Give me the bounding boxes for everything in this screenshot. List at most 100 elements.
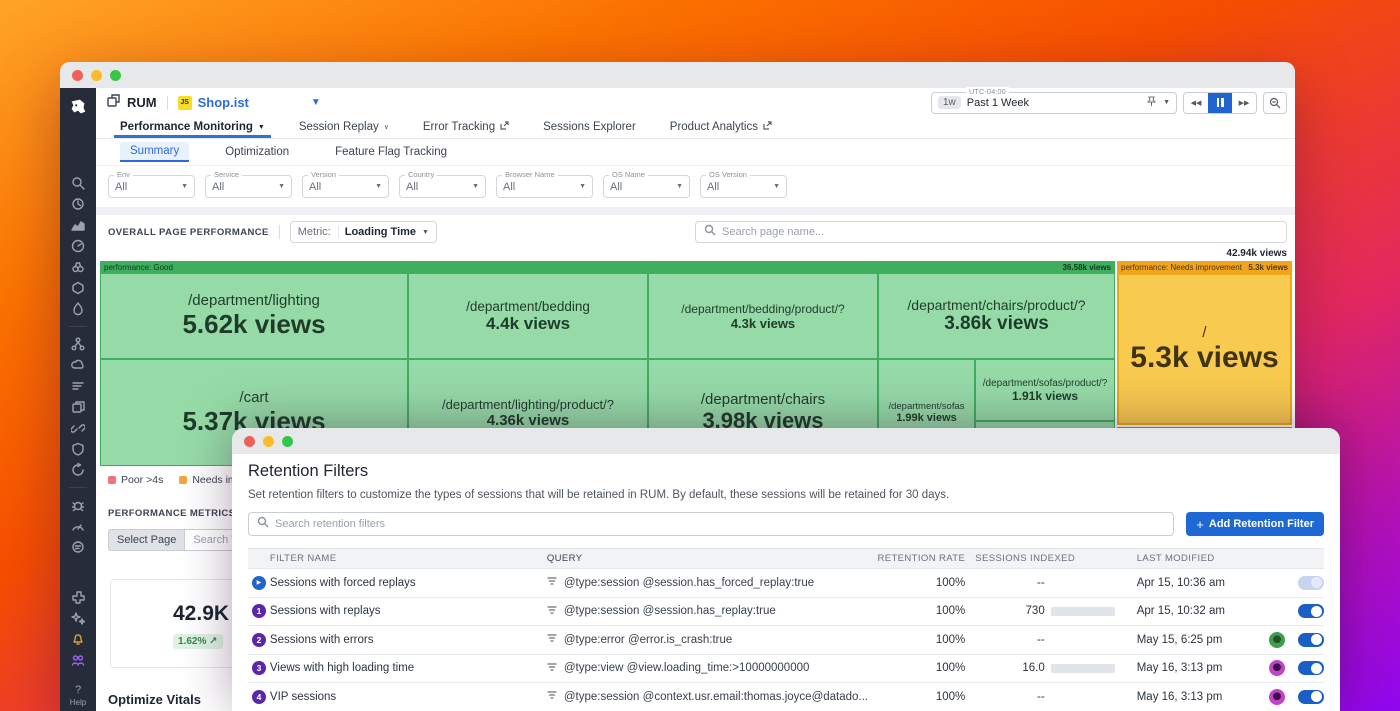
- logs-icon[interactable]: [70, 379, 86, 393]
- filter-enabled-toggle[interactable]: [1298, 604, 1324, 618]
- zoom-out-button[interactable]: [1263, 92, 1287, 114]
- tab-performance-monitoring[interactable]: Performance Monitoring▼: [120, 121, 265, 138]
- filter-os-name[interactable]: OS NameAll▼: [603, 175, 690, 198]
- minimize-window-button[interactable]: [91, 70, 102, 81]
- treemap-cell[interactable]: /department/bedding/product/? 4.3k views: [649, 274, 877, 358]
- maximize-window-button[interactable]: [110, 70, 121, 81]
- table-row[interactable]: 2 Sessions with errors @type:error @erro…: [248, 626, 1324, 655]
- filter-enabled-toggle[interactable]: [1298, 576, 1324, 590]
- filter-country[interactable]: CountryAll▼: [399, 175, 486, 198]
- tab-session-replay[interactable]: Session Replay∨: [299, 121, 389, 138]
- divider: [279, 225, 280, 239]
- close-window-button[interactable]: [72, 70, 83, 81]
- filter-enabled-toggle[interactable]: [1298, 661, 1324, 675]
- section-divider: [96, 207, 1295, 215]
- page-search[interactable]: [695, 221, 1287, 243]
- select-page-button[interactable]: Select Page: [108, 529, 185, 551]
- chevron-down-icon: ▼: [278, 183, 285, 190]
- product-title: RUM: [127, 95, 157, 110]
- treemap-cell[interactable]: / 5.3k views: [1119, 275, 1290, 423]
- modal-description: Set retention filters to customize the t…: [248, 489, 1324, 501]
- tab-optimization[interactable]: Optimization: [215, 143, 299, 161]
- organization-icon[interactable]: [70, 653, 86, 667]
- treemap-cell[interactable]: /department/chairs/product/? 3.86k views: [879, 274, 1114, 358]
- tab-summary[interactable]: Summary: [120, 142, 189, 162]
- service-map-icon[interactable]: [70, 337, 86, 351]
- maximize-window-button[interactable]: [282, 436, 293, 447]
- watchdog-icon[interactable]: [70, 260, 86, 274]
- rum-icon[interactable]: [70, 400, 86, 414]
- legend-swatch: [108, 476, 116, 484]
- total-views-value: 42.9K: [173, 602, 229, 625]
- search-icon[interactable]: [70, 176, 86, 190]
- table-row[interactable]: ▶ Sessions with forced replays @type:ses…: [248, 569, 1324, 598]
- filter-version[interactable]: VersionAll▼: [302, 175, 389, 198]
- help-button[interactable]: ?Help: [60, 680, 96, 707]
- table-row[interactable]: 4 VIP sessions @type:session @context.us…: [248, 683, 1324, 711]
- bug-icon[interactable]: [70, 498, 86, 512]
- metric-select[interactable]: Metric: Loading Time ▼: [290, 221, 437, 243]
- tab-sessions-explorer[interactable]: Sessions Explorer: [543, 121, 636, 138]
- chevron-down-icon: ▼: [422, 229, 436, 236]
- avatar: [1269, 632, 1285, 648]
- infrastructure-icon[interactable]: [70, 281, 86, 295]
- desktop-background: ?Help RUM JS Shop.ist ▼ UTC-04:00 1w Pas…: [0, 0, 1400, 711]
- apm-icon[interactable]: [70, 302, 86, 316]
- application-name[interactable]: Shop.ist: [198, 95, 249, 110]
- retention-rate: 100%: [876, 634, 966, 646]
- filter-funnel-icon: [547, 605, 557, 618]
- cloud-icon[interactable]: [70, 358, 86, 372]
- priority-badge: 1: [252, 604, 266, 618]
- integrations-icon[interactable]: [70, 590, 86, 604]
- overall-performance-header: OVERALL PAGE PERFORMANCE Metric: Loading…: [96, 215, 1295, 247]
- synthetics-icon[interactable]: [70, 519, 86, 533]
- filter-browser-name[interactable]: Browser NameAll▼: [496, 175, 593, 198]
- close-window-button[interactable]: [244, 436, 255, 447]
- primary-nav-tabs: Performance Monitoring▼ Session Replay∨ …: [96, 117, 1295, 139]
- pause-button[interactable]: [1208, 93, 1232, 113]
- retention-filter-search-input[interactable]: [275, 518, 1165, 530]
- ci-icon[interactable]: [70, 463, 86, 477]
- chevron-down-icon: ▼: [773, 183, 780, 190]
- history-icon[interactable]: [70, 197, 86, 211]
- security-icon[interactable]: [70, 442, 86, 456]
- tab-product-analytics[interactable]: Product Analytics: [670, 121, 772, 138]
- pin-icon[interactable]: [1146, 94, 1157, 112]
- rewind-button[interactable]: ◀◀: [1184, 93, 1208, 113]
- filter-os-version[interactable]: OS VersionAll▼: [700, 175, 787, 198]
- filter-funnel-icon: [547, 576, 557, 589]
- time-range-chevron-down-icon[interactable]: ▼: [1163, 99, 1170, 106]
- treemap-cell[interactable]: /department/sofas/product/? 1.91k views: [976, 360, 1114, 420]
- bell-icon[interactable]: [70, 632, 86, 646]
- column-retention-rate: RETENTION RATE: [876, 553, 966, 564]
- filter-enabled-toggle[interactable]: [1298, 690, 1324, 704]
- app-sidebar: ?Help: [60, 88, 96, 711]
- forward-button[interactable]: ▶▶: [1232, 93, 1256, 113]
- filter-service[interactable]: ServiceAll▼: [205, 175, 292, 198]
- dashboards-icon[interactable]: [70, 239, 86, 253]
- minimize-window-button[interactable]: [263, 436, 274, 447]
- chevron-down-icon: ▼: [676, 183, 683, 190]
- datadog-logo-icon[interactable]: [65, 94, 91, 120]
- filter-env[interactable]: EnvAll▼: [108, 175, 195, 198]
- modal-title: Retention Filters: [248, 462, 1324, 481]
- treemap-cell[interactable]: /department/lighting 5.62k views: [101, 274, 407, 358]
- sparkles-icon[interactable]: [70, 611, 86, 625]
- connections-icon[interactable]: [70, 421, 86, 435]
- metrics-icon[interactable]: [70, 218, 86, 232]
- add-retention-filter-button[interactable]: +Add Retention Filter: [1186, 512, 1324, 536]
- treemap-cell[interactable]: /department/bedding 4.4k views: [409, 274, 647, 358]
- app-selector-chevron-down-icon[interactable]: ▼: [311, 97, 321, 108]
- table-row[interactable]: 1 Sessions with replays @type:session @s…: [248, 598, 1324, 627]
- priority-badge: 2: [252, 633, 266, 647]
- retention-filter-search[interactable]: [248, 512, 1174, 536]
- notebooks-icon[interactable]: [70, 540, 86, 554]
- page-search-input[interactable]: [722, 226, 1278, 238]
- table-row[interactable]: 3 Views with high loading time @type:vie…: [248, 655, 1324, 684]
- tab-feature-flag-tracking[interactable]: Feature Flag Tracking: [325, 143, 457, 161]
- filter-query: @type:session @session.has_replay:true: [564, 605, 776, 617]
- time-range-selector[interactable]: UTC-04:00 1w Past 1 Week ▼: [931, 92, 1177, 114]
- tab-error-tracking[interactable]: Error Tracking: [423, 121, 509, 138]
- priority-badge: 4: [252, 690, 266, 704]
- filter-enabled-toggle[interactable]: [1298, 633, 1324, 647]
